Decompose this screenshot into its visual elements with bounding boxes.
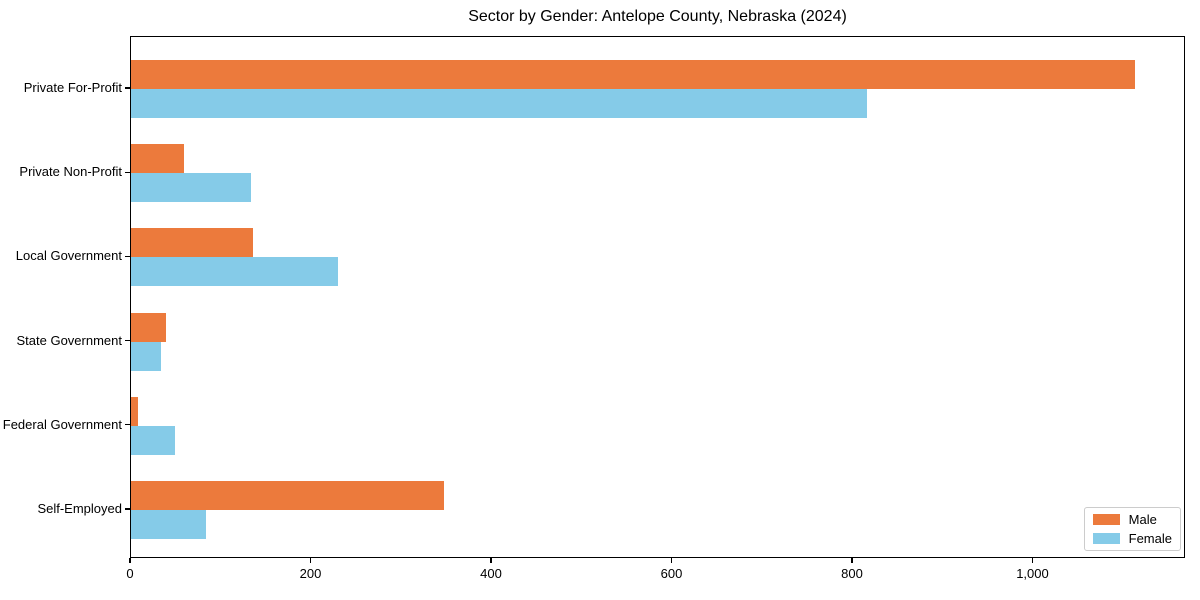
x-tick-label-1-000: 1,000 (1016, 566, 1049, 581)
y-tick-mark (125, 340, 130, 342)
y-tick-label-self-employed: Self-Employed (37, 501, 122, 516)
x-tick-mark (851, 558, 853, 563)
legend: Male Female (1083, 507, 1181, 551)
y-tick-mark (125, 424, 130, 426)
y-tick-mark (125, 255, 130, 257)
x-tick-label-800: 800 (841, 566, 863, 581)
y-tick-label-federal-government: Federal Government (2, 416, 122, 432)
bar-female-state-government (131, 341, 161, 371)
x-tick-label-400: 400 (480, 566, 502, 581)
x-tick-mark (1031, 558, 1034, 563)
legend-swatch-male (1092, 514, 1120, 525)
y-tick-label-state-government: State Government (16, 332, 123, 348)
bar-male-private-for-profit (131, 60, 1136, 89)
y-tick-label-private-non-profit: Private Non-Profit (19, 164, 122, 180)
plot-area (130, 36, 1185, 558)
x-tick-mark (670, 558, 673, 563)
bar-male-private-non-profit (131, 144, 185, 174)
x-tick-label-0: 0 (126, 566, 134, 581)
legend-entry-male: Male (1092, 512, 1172, 527)
x-tick-label-600: 600 (660, 566, 683, 581)
y-tick-mark (125, 508, 130, 510)
bar-female-local-government (131, 257, 338, 287)
bar-male-federal-government (131, 396, 139, 426)
x-tick-label-200: 200 (299, 566, 322, 581)
legend-label-female: Female (1128, 531, 1172, 546)
y-tick-label-local-government: Local Government (15, 248, 122, 264)
legend-swatch-female (1092, 533, 1120, 544)
bar-male-self-employed (131, 481, 445, 510)
y-tick-mark (125, 87, 130, 89)
legend-label-male: Male (1128, 512, 1157, 527)
y-tick-mark (125, 171, 130, 173)
x-tick-mark (129, 558, 131, 563)
bar-female-federal-government (131, 425, 176, 455)
y-tick-label-private-for-profit: Private For-Profit (23, 80, 122, 95)
bar-male-state-government (131, 312, 167, 342)
bar-female-self-employed (131, 510, 206, 539)
legend-entry-female: Female (1092, 531, 1172, 546)
x-tick-mark (490, 558, 492, 563)
bar-female-private-for-profit (131, 89, 868, 118)
bar-female-private-non-profit (131, 173, 252, 203)
x-tick-mark (309, 558, 312, 563)
bar-male-local-government (131, 228, 253, 258)
chart-title: Sector by Gender: Antelope County, Nebra… (468, 8, 847, 25)
